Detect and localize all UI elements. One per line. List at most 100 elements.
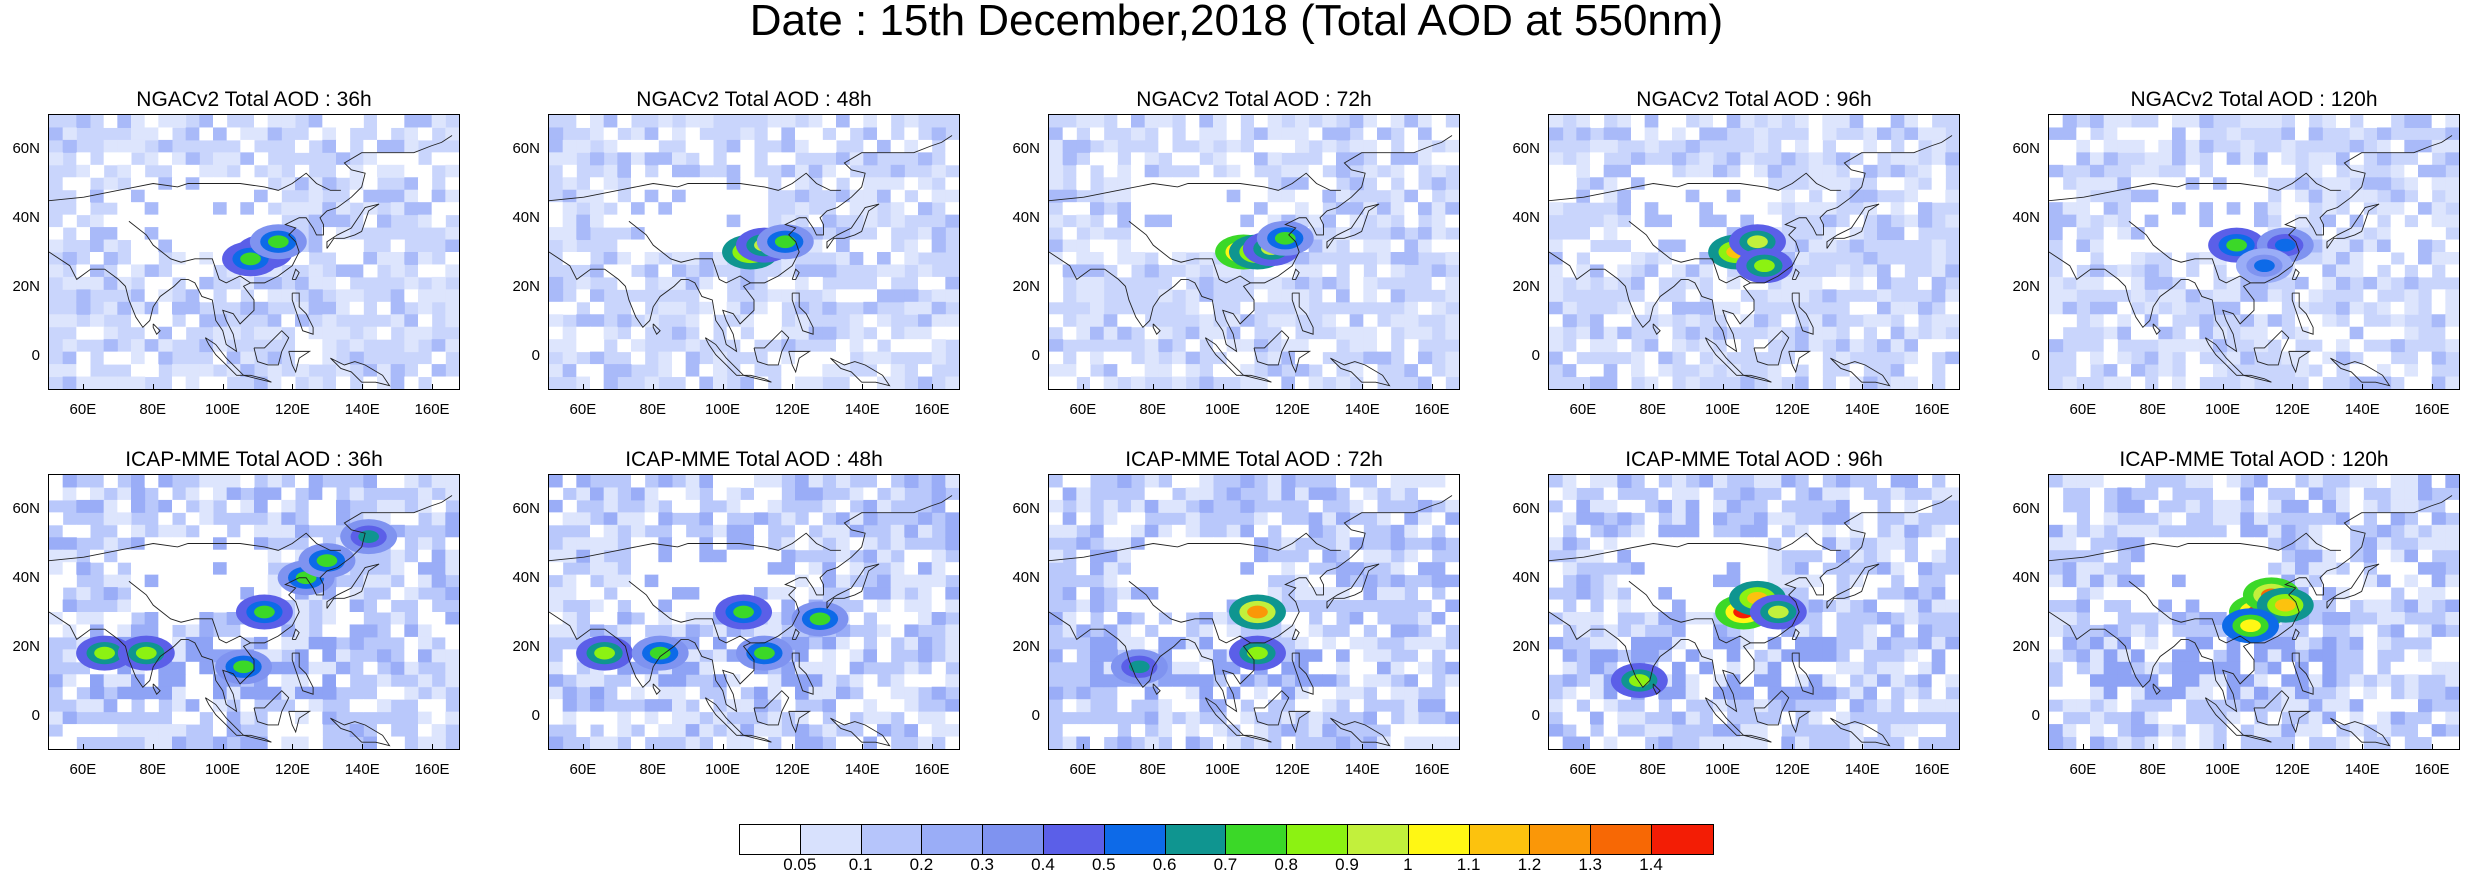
- aod-cell: [431, 724, 446, 738]
- lon-tick-mark: [2292, 384, 2294, 390]
- lat-tick-label: 60N: [12, 499, 40, 517]
- aod-cell: [2322, 612, 2337, 625]
- aod-cell: [918, 599, 933, 613]
- aod-cell: [685, 214, 700, 228]
- aod-cell: [672, 326, 687, 340]
- aod-cell: [2103, 301, 2118, 315]
- aod-cell: [363, 139, 378, 153]
- aod-cell: [49, 562, 64, 576]
- aod-cell: [117, 214, 132, 228]
- aod-cell: [2185, 499, 2200, 513]
- aod-cell: [590, 115, 605, 128]
- aod-cell: [754, 624, 769, 638]
- coastline: [204, 337, 245, 376]
- aod-cell: [2336, 152, 2351, 166]
- aod-cell: [1890, 264, 1905, 278]
- aod-cell: [863, 115, 878, 128]
- colorbar-swatch: [800, 825, 862, 854]
- aod-cell: [144, 289, 159, 303]
- aod-cell: [1576, 276, 1591, 290]
- aod-cell: [1172, 624, 1187, 638]
- aod-cell: [1836, 599, 1851, 613]
- aod-cell: [2431, 177, 2446, 191]
- aod-cell: [1904, 649, 1919, 663]
- aod-cell: [781, 276, 796, 290]
- aod-cell: [904, 127, 919, 141]
- aod-cell: [562, 624, 577, 638]
- aod-cell: [1213, 115, 1228, 128]
- lat-tick-label: 60N: [1512, 499, 1540, 517]
- aod-cell: [377, 699, 392, 713]
- aod-cell: [2172, 711, 2187, 725]
- aod-cell: [1281, 264, 1296, 278]
- aod-cell: [2185, 376, 2200, 389]
- aod-cell: [699, 152, 714, 166]
- aod-cell: [1863, 115, 1878, 128]
- lon-tick-label: 160E: [414, 761, 450, 778]
- aod-cell: [1308, 164, 1323, 178]
- aod-cell: [1877, 475, 1892, 488]
- aod-cell: [1062, 127, 1077, 141]
- aod-cell: [1103, 177, 1118, 191]
- aod-cell: [795, 276, 810, 290]
- aod-cell: [363, 164, 378, 178]
- aod-cell: [1295, 587, 1310, 601]
- aod-cell: [2404, 562, 2419, 576]
- aod-cell: [617, 214, 632, 228]
- aod-cell: [603, 127, 618, 141]
- aod-hotspot: [2240, 619, 2261, 633]
- aod-cell: [877, 289, 892, 303]
- aod-cell: [445, 252, 459, 265]
- aod-cell: [931, 314, 946, 328]
- aod-cell: [1308, 499, 1323, 513]
- aod-cell: [1890, 599, 1905, 613]
- aod-cell: [2144, 524, 2159, 538]
- aod-cell: [2267, 326, 2282, 340]
- aod-cell: [431, 711, 446, 725]
- aod-cell: [1445, 127, 1459, 141]
- aod-cell: [726, 202, 741, 216]
- aod-cell: [1076, 239, 1091, 253]
- aod-cell: [226, 587, 241, 601]
- aod-cell: [877, 649, 892, 663]
- aod-cell: [2377, 574, 2392, 588]
- aod-cell: [2172, 239, 2187, 253]
- aod-cell: [1617, 599, 1632, 613]
- aod-cell: [2308, 189, 2323, 203]
- lon-tick-label: 100E: [205, 401, 241, 418]
- aod-cell: [131, 214, 146, 228]
- aod-cell: [1295, 649, 1310, 663]
- aod-cell: [2144, 127, 2159, 141]
- aod-cell: [890, 599, 905, 613]
- aod-cell: [281, 549, 296, 563]
- aod-cell: [2076, 239, 2091, 253]
- aod-cell: [890, 699, 905, 713]
- aod-cell: [754, 686, 769, 700]
- aod-cell: [1445, 562, 1459, 576]
- aod-cell: [590, 587, 605, 601]
- aod-cell: [1685, 214, 1700, 228]
- aod-cell: [590, 351, 605, 365]
- aod-cell: [336, 252, 351, 265]
- aod-cell: [1090, 674, 1105, 688]
- aod-cell: [1631, 364, 1646, 378]
- aod-cell: [1918, 351, 1933, 365]
- aod-cell: [1931, 164, 1946, 178]
- aod-cell: [781, 562, 796, 576]
- aod-cell: [158, 301, 173, 315]
- colorbar-swatch: [1408, 825, 1470, 854]
- aod-cell: [1390, 189, 1405, 203]
- aod-cell: [1336, 524, 1351, 538]
- aod-cell: [131, 115, 146, 128]
- aod-cell: [172, 661, 187, 675]
- aod-cell: [931, 475, 946, 488]
- aod-cell: [2090, 736, 2105, 749]
- aod-cell: [281, 376, 296, 389]
- aod-cell: [1603, 227, 1618, 241]
- lon-tick-label: 140E: [344, 401, 380, 418]
- aod-cell: [1931, 524, 1946, 538]
- aod-cell: [1904, 624, 1919, 638]
- aod-cell: [254, 549, 269, 563]
- lat-tick-label: 0: [1031, 346, 1040, 364]
- aod-cell: [1849, 686, 1864, 700]
